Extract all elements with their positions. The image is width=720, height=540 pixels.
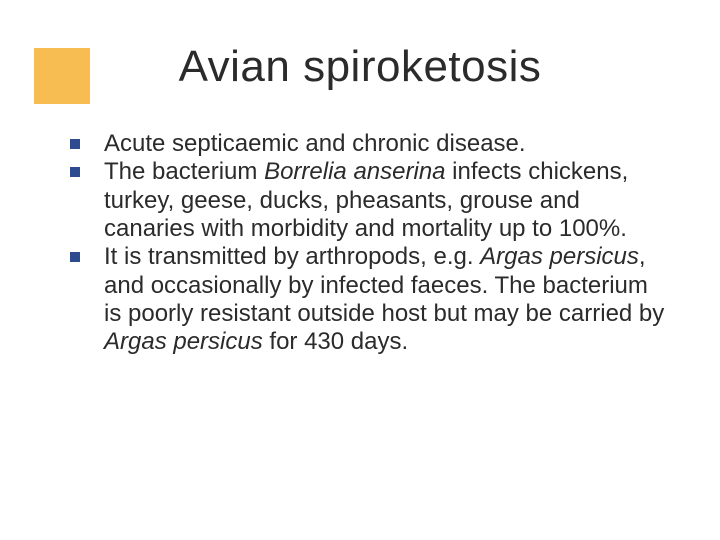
slide-title: Avian spiroketosis bbox=[0, 42, 720, 92]
square-bullet-icon bbox=[70, 139, 80, 149]
bullet-text: Acute septicaemic and chronic disease. bbox=[104, 130, 526, 157]
text-run: for 430 days. bbox=[263, 328, 408, 355]
square-bullet-icon bbox=[70, 252, 80, 262]
text-run: Acute septicaemic and chronic disease. bbox=[104, 130, 526, 157]
bullet-text: It is transmitted by arthropods, e.g. Ar… bbox=[104, 243, 664, 355]
bullet-text: The bacterium Borrelia anserina infects … bbox=[104, 158, 628, 242]
italic-term: Borrelia anserina bbox=[264, 158, 445, 185]
text-run: It is transmitted by arthropods, e.g. bbox=[104, 243, 480, 270]
text-run: The bacterium bbox=[104, 158, 264, 185]
square-bullet-icon bbox=[70, 167, 80, 177]
bullet-item: It is transmitted by arthropods, e.g. Ar… bbox=[60, 243, 670, 356]
bullet-list: Acute septicaemic and chronic disease.Th… bbox=[60, 130, 670, 357]
italic-term: Argas persicus bbox=[104, 328, 263, 355]
bullet-item: Acute septicaemic and chronic disease. bbox=[60, 130, 670, 158]
bullet-item: The bacterium Borrelia anserina infects … bbox=[60, 158, 670, 243]
italic-term: Argas persicus bbox=[480, 243, 639, 270]
